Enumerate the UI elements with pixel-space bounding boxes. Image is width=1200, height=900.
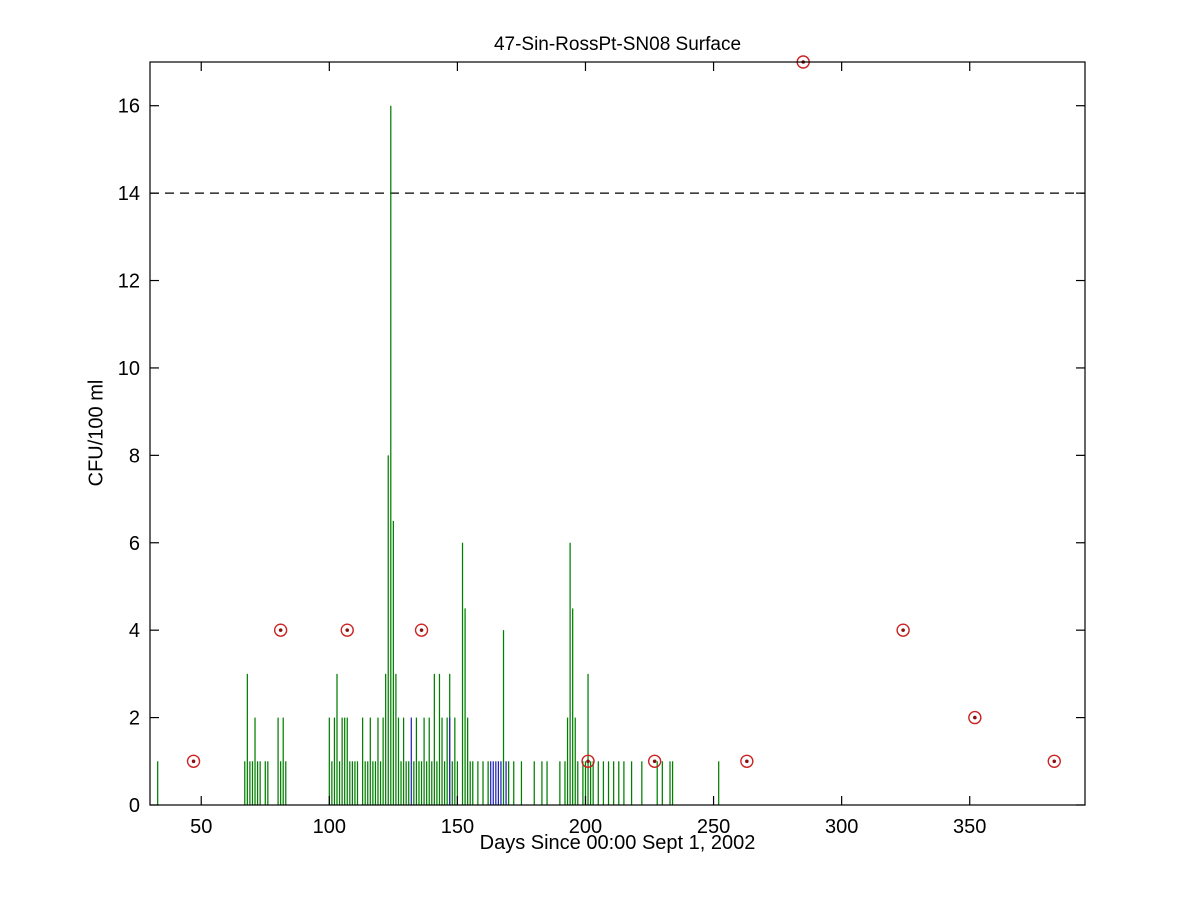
x-tick-label: 350	[953, 816, 986, 838]
flagged-marker-icon	[647, 754, 662, 768]
x-tick-label: 300	[825, 816, 858, 838]
y-tick-label: 10	[118, 358, 140, 380]
flagged-marker-dot	[278, 628, 283, 632]
flagged-marker-dot	[345, 628, 350, 632]
flagged-marker-icon	[581, 754, 595, 768]
x-axis-label: Days Since 00:00 Sept 1, 2002	[479, 832, 756, 854]
samples-green-stems	[157, 105, 720, 805]
chart-title: 47-Sin-RossPt-SN08 Surface	[493, 34, 742, 55]
y-tick-label: 12	[118, 271, 140, 293]
flagged-marker-icon	[740, 754, 754, 768]
y-tick-label: 0	[129, 795, 140, 817]
y-tick-label: 2	[129, 708, 140, 730]
flagged-marker-icon	[186, 754, 201, 768]
x-tick-label: 50	[190, 816, 212, 838]
x-tick-label: 100	[313, 816, 346, 838]
flagged-marker-icon	[896, 623, 910, 637]
x-tick-label: 200	[569, 816, 602, 838]
flagged-marker-dot	[586, 759, 590, 764]
samples-blue-stems	[410, 717, 507, 805]
flagged-marker-dot	[901, 628, 905, 632]
x-tick-label: 250	[697, 816, 730, 838]
flagged-marker-dot	[191, 759, 196, 764]
flagged-marker-dot	[1052, 759, 1057, 764]
flagged-marker-icon	[1047, 754, 1061, 768]
flagged-marker-dot	[973, 715, 977, 720]
y-tick-label: 16	[118, 96, 140, 118]
y-tick-label: 8	[129, 445, 140, 467]
flagged-marker-icon	[968, 710, 982, 725]
y-axis-ticks: 0 2 4 6 8 10 12 14 16	[118, 96, 1085, 817]
x-axis-ticks: 50 100 150 200 250 300 350	[190, 62, 986, 838]
flagged-samples-markers	[186, 55, 1061, 768]
y-tick-label: 6	[129, 533, 140, 555]
flagged-marker-dot	[745, 759, 749, 764]
flagged-marker-icon	[273, 623, 288, 637]
y-tick-label: 14	[118, 183, 140, 205]
flagged-marker-dot	[652, 759, 657, 764]
flagged-marker-dot	[419, 628, 424, 632]
plot-box	[149, 61, 1086, 806]
x-tick-label: 150	[441, 816, 474, 838]
flagged-marker-icon	[414, 623, 429, 637]
flagged-marker-icon	[340, 623, 354, 637]
y-tick-label: 4	[129, 620, 140, 642]
